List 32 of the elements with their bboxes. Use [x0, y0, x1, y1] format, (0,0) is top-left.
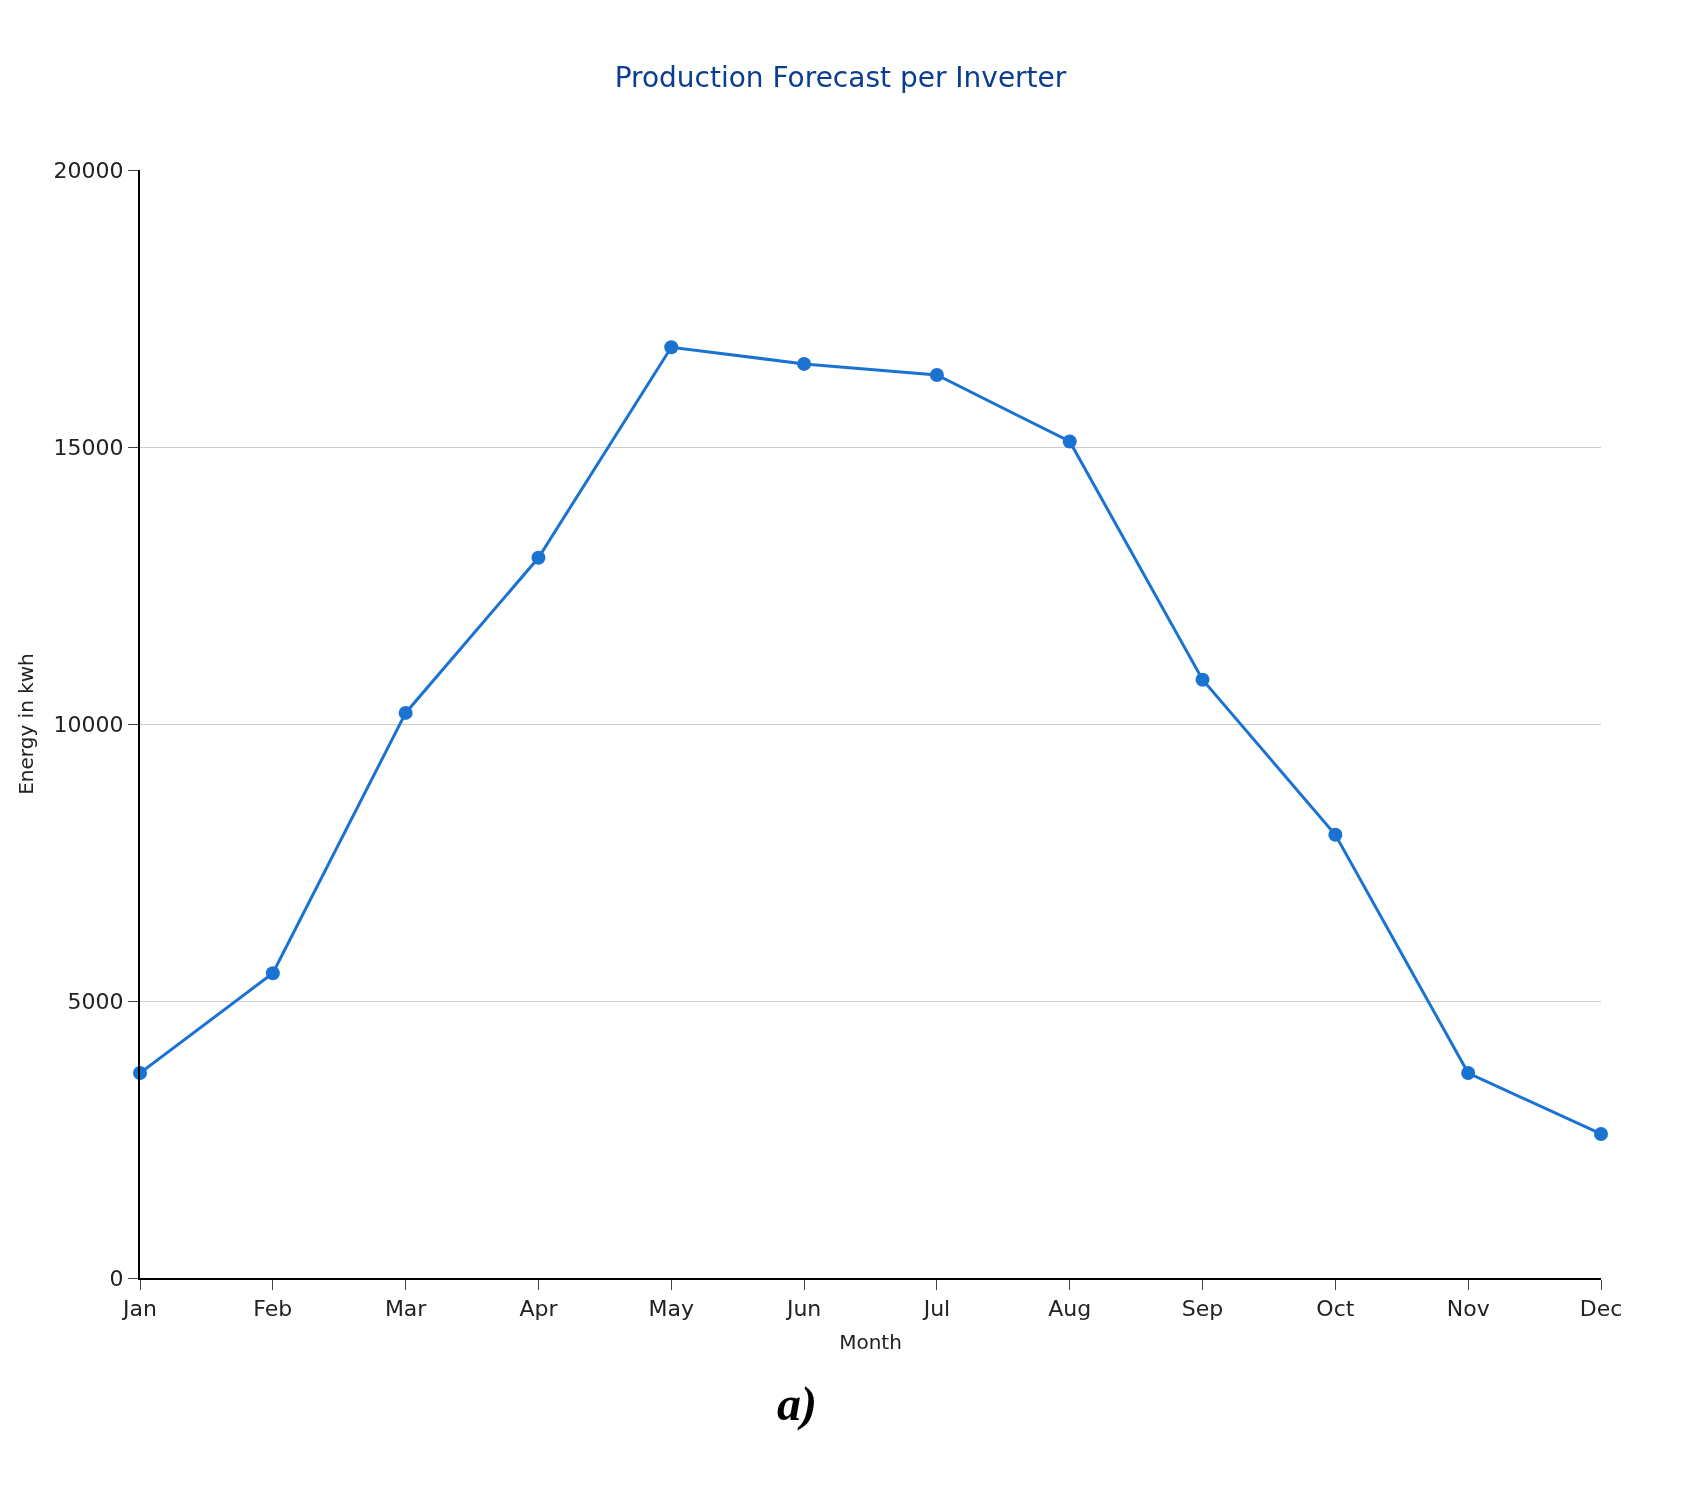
x-axis-title: Month [839, 1330, 902, 1355]
x-tick-label: Oct [1316, 1296, 1355, 1322]
chart-title: Production Forecast per Inverter [614, 61, 1067, 95]
x-tick-label: Mar [384, 1296, 428, 1322]
y-tick-label: 0 [109, 1265, 124, 1291]
point [398, 705, 413, 720]
x-tick-label: Jul [921, 1296, 951, 1322]
x-tick-label: Nov [1446, 1296, 1490, 1322]
point [664, 340, 679, 355]
point [531, 550, 546, 565]
x-tick-label: Jun [784, 1296, 822, 1322]
y-tick-label: 10000 [53, 711, 124, 737]
x-tick-label: Sep [1181, 1296, 1224, 1322]
point [929, 367, 944, 382]
point [1328, 827, 1343, 842]
y-tick-label: 5000 [67, 988, 124, 1014]
point [1461, 1066, 1476, 1081]
x-tick-label: Dec [1579, 1296, 1623, 1322]
y-axis-title: Energy in kwh [13, 653, 38, 795]
point [797, 356, 812, 371]
x-tick-label: Apr [519, 1296, 559, 1322]
point [265, 966, 280, 981]
x-tick-label: Aug [1048, 1296, 1092, 1322]
y-tick-label: 20000 [53, 157, 124, 183]
point [1594, 1126, 1608, 1141]
x-tick-label: May [648, 1296, 695, 1322]
text: a) [777, 1377, 817, 1431]
point [1195, 672, 1210, 687]
x-tick-label: Jan [121, 1296, 157, 1322]
x-tick-label: Feb [253, 1296, 293, 1322]
point [1062, 434, 1077, 449]
y-tick-label: 15000 [53, 434, 124, 460]
